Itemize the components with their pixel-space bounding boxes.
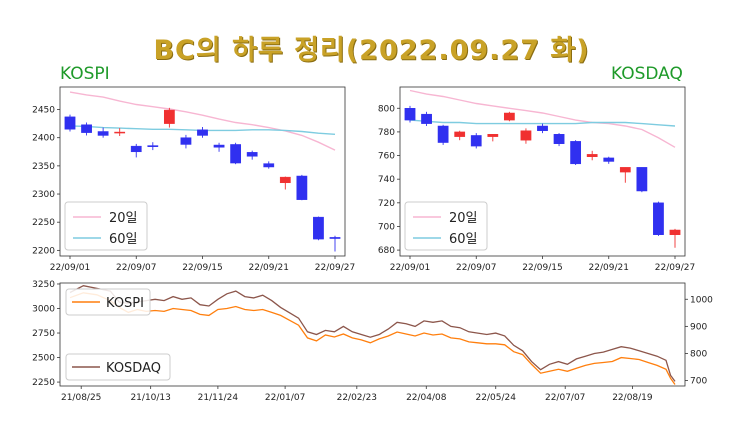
page-title: BC의 하루 정리(2022.09.27 화) <box>153 35 590 66</box>
kospi-candle-body <box>64 116 76 130</box>
history-xtick-label: 21/10/13 <box>130 393 170 403</box>
kosdaq-candle-body <box>603 157 615 162</box>
kosdaq-candle-body <box>454 131 466 137</box>
kospi-candle-body <box>263 163 275 168</box>
history-left-ytick-label: 2250 <box>32 378 55 388</box>
history-left-ytick-label: 2500 <box>32 354 55 364</box>
kosdaq-title-label: KOSDAQ <box>611 64 683 84</box>
kosdaq-candle-body <box>421 113 432 124</box>
kosdaq-ma60-line <box>409 119 676 127</box>
kospi-candle-body <box>246 152 258 157</box>
kosdaq-candle-body <box>437 125 449 143</box>
history-xtick-label: 22/05/24 <box>476 393 517 403</box>
history-right-ytick-label: 800 <box>690 349 707 359</box>
kosdaq-ytick-label: 800 <box>378 104 395 114</box>
kosdaq-candle-body <box>553 134 565 144</box>
kospi-ytick-label: 2300 <box>32 190 55 200</box>
kosdaq-xtick-label: 22/09/27 <box>655 263 695 273</box>
kospi-legend-ma20-label: 20일 <box>109 211 138 226</box>
history-xtick-label: 22/07/07 <box>545 393 585 403</box>
history-legend-kospi-label: KOSPI <box>106 296 144 311</box>
kospi-candle-body <box>130 145 142 153</box>
history-xtick-label: 22/01/07 <box>265 393 305 403</box>
kospi-title-label: KOSPI <box>60 64 110 84</box>
history-left-ytick-label: 3250 <box>32 280 55 290</box>
kospi-ytick-label: 2400 <box>32 134 55 144</box>
history-xtick-label: 22/04/08 <box>406 393 447 403</box>
history-xtick-label: 21/08/25 <box>61 393 101 403</box>
kospi-candle-body <box>180 137 192 145</box>
kospi-xtick-label: 22/09/15 <box>182 263 222 273</box>
kosdaq-xtick-label: 22/09/21 <box>589 263 629 273</box>
history-right-ytick-label: 1000 <box>690 295 713 305</box>
kosdaq-ytick-label: 700 <box>378 222 395 232</box>
kosdaq-xtick-label: 22/09/01 <box>390 263 430 273</box>
kospi-history-line <box>69 292 676 385</box>
kosdaq-candle-body <box>487 134 499 137</box>
kospi-candle-body <box>313 216 324 240</box>
history-legend-kosdaq-label: KOSDAQ <box>106 361 161 376</box>
kosdaq-ytick-label: 740 <box>378 175 395 185</box>
history-panel: 2250 2500 2750 3000 3250 700 800 900 1000 21/08/2… <box>32 280 713 403</box>
kospi-candle-body <box>163 109 175 124</box>
kospi-candle-body <box>97 131 109 136</box>
kosdaq-ytick-label: 780 <box>378 128 395 138</box>
history-right-ytick-label: 900 <box>690 322 707 332</box>
kosdaq-candle-body <box>537 125 548 131</box>
kospi-candle-body <box>213 144 225 148</box>
kosdaq-candle-body <box>636 167 648 192</box>
kosdaq-legend-ma60-label: 60일 <box>449 232 478 247</box>
kospi-xtick-label: 22/09/07 <box>116 263 156 273</box>
kospi-candle-body <box>296 175 308 200</box>
kospi-candle-body <box>114 131 126 134</box>
kosdaq-candle-body <box>503 112 515 121</box>
history-xtick-label: 22/02/23 <box>337 393 377 403</box>
kosdaq-candle-body <box>669 229 681 235</box>
kospi-ytick-label: 2250 <box>32 218 55 228</box>
kospi-ytick-label: 2450 <box>32 106 55 116</box>
kospi-ma20-line <box>69 91 336 151</box>
kospi-legend-ma60-label: 60일 <box>109 232 138 247</box>
kospi-ytick-label: 2200 <box>32 246 55 256</box>
kospi-xtick-label: 22/09/27 <box>315 263 355 273</box>
history-legend-kosdaq-box <box>65 353 171 381</box>
history-xtick-label: 21/11/24 <box>198 393 239 403</box>
kosdaq-candle-body <box>653 202 664 235</box>
kosdaq-ytick-label: 760 <box>378 152 395 162</box>
kosdaq-candle-body <box>520 130 532 141</box>
kosdaq-xtick-label: 22/09/07 <box>456 263 496 273</box>
history-xtick-label: 22/08/19 <box>612 393 653 403</box>
kospi-xtick-label: 22/09/01 <box>50 263 90 273</box>
kospi-ytick-label: 2350 <box>32 162 55 172</box>
kospi-candle-body <box>81 124 92 133</box>
history-legend-kospi-box <box>65 288 151 316</box>
kosdaq-xtick-label: 22/09/15 <box>522 263 562 273</box>
kospi-candle-body <box>230 144 242 164</box>
kospi-candle-body <box>147 145 159 147</box>
kosdaq-ytick-label: 720 <box>378 199 395 209</box>
kosdaq-candle-body <box>404 108 416 121</box>
kosdaq-panel: 680 700 720 740 760 780 800 22/09/01 22/09/07 22/… <box>378 86 695 273</box>
kospi-candle-body <box>197 129 208 136</box>
history-left-ytick-label: 3000 <box>32 305 55 315</box>
kosdaq-candle-body <box>619 167 631 173</box>
kosdaq-candle-body <box>570 141 582 165</box>
kospi-xtick-label: 22/09/21 <box>249 263 289 273</box>
history-left-ytick-label: 2750 <box>32 329 55 339</box>
kosdaq-legend-ma20-label: 20일 <box>449 211 478 226</box>
kosdaq-candle-body <box>586 154 598 157</box>
kosdaq-history-line <box>69 285 676 382</box>
kosdaq-candle-body <box>470 135 482 147</box>
kosdaq-ytick-label: 680 <box>378 246 395 256</box>
history-right-ytick-label: 700 <box>690 377 707 387</box>
kospi-candle-body <box>279 176 291 184</box>
kospi-candle-body <box>329 237 341 239</box>
kosdaq-ma20-line <box>409 89 676 148</box>
kospi-panel: 2200 2250 2300 2350 2400 2450 22/09/01 22/09/07… <box>32 86 355 273</box>
